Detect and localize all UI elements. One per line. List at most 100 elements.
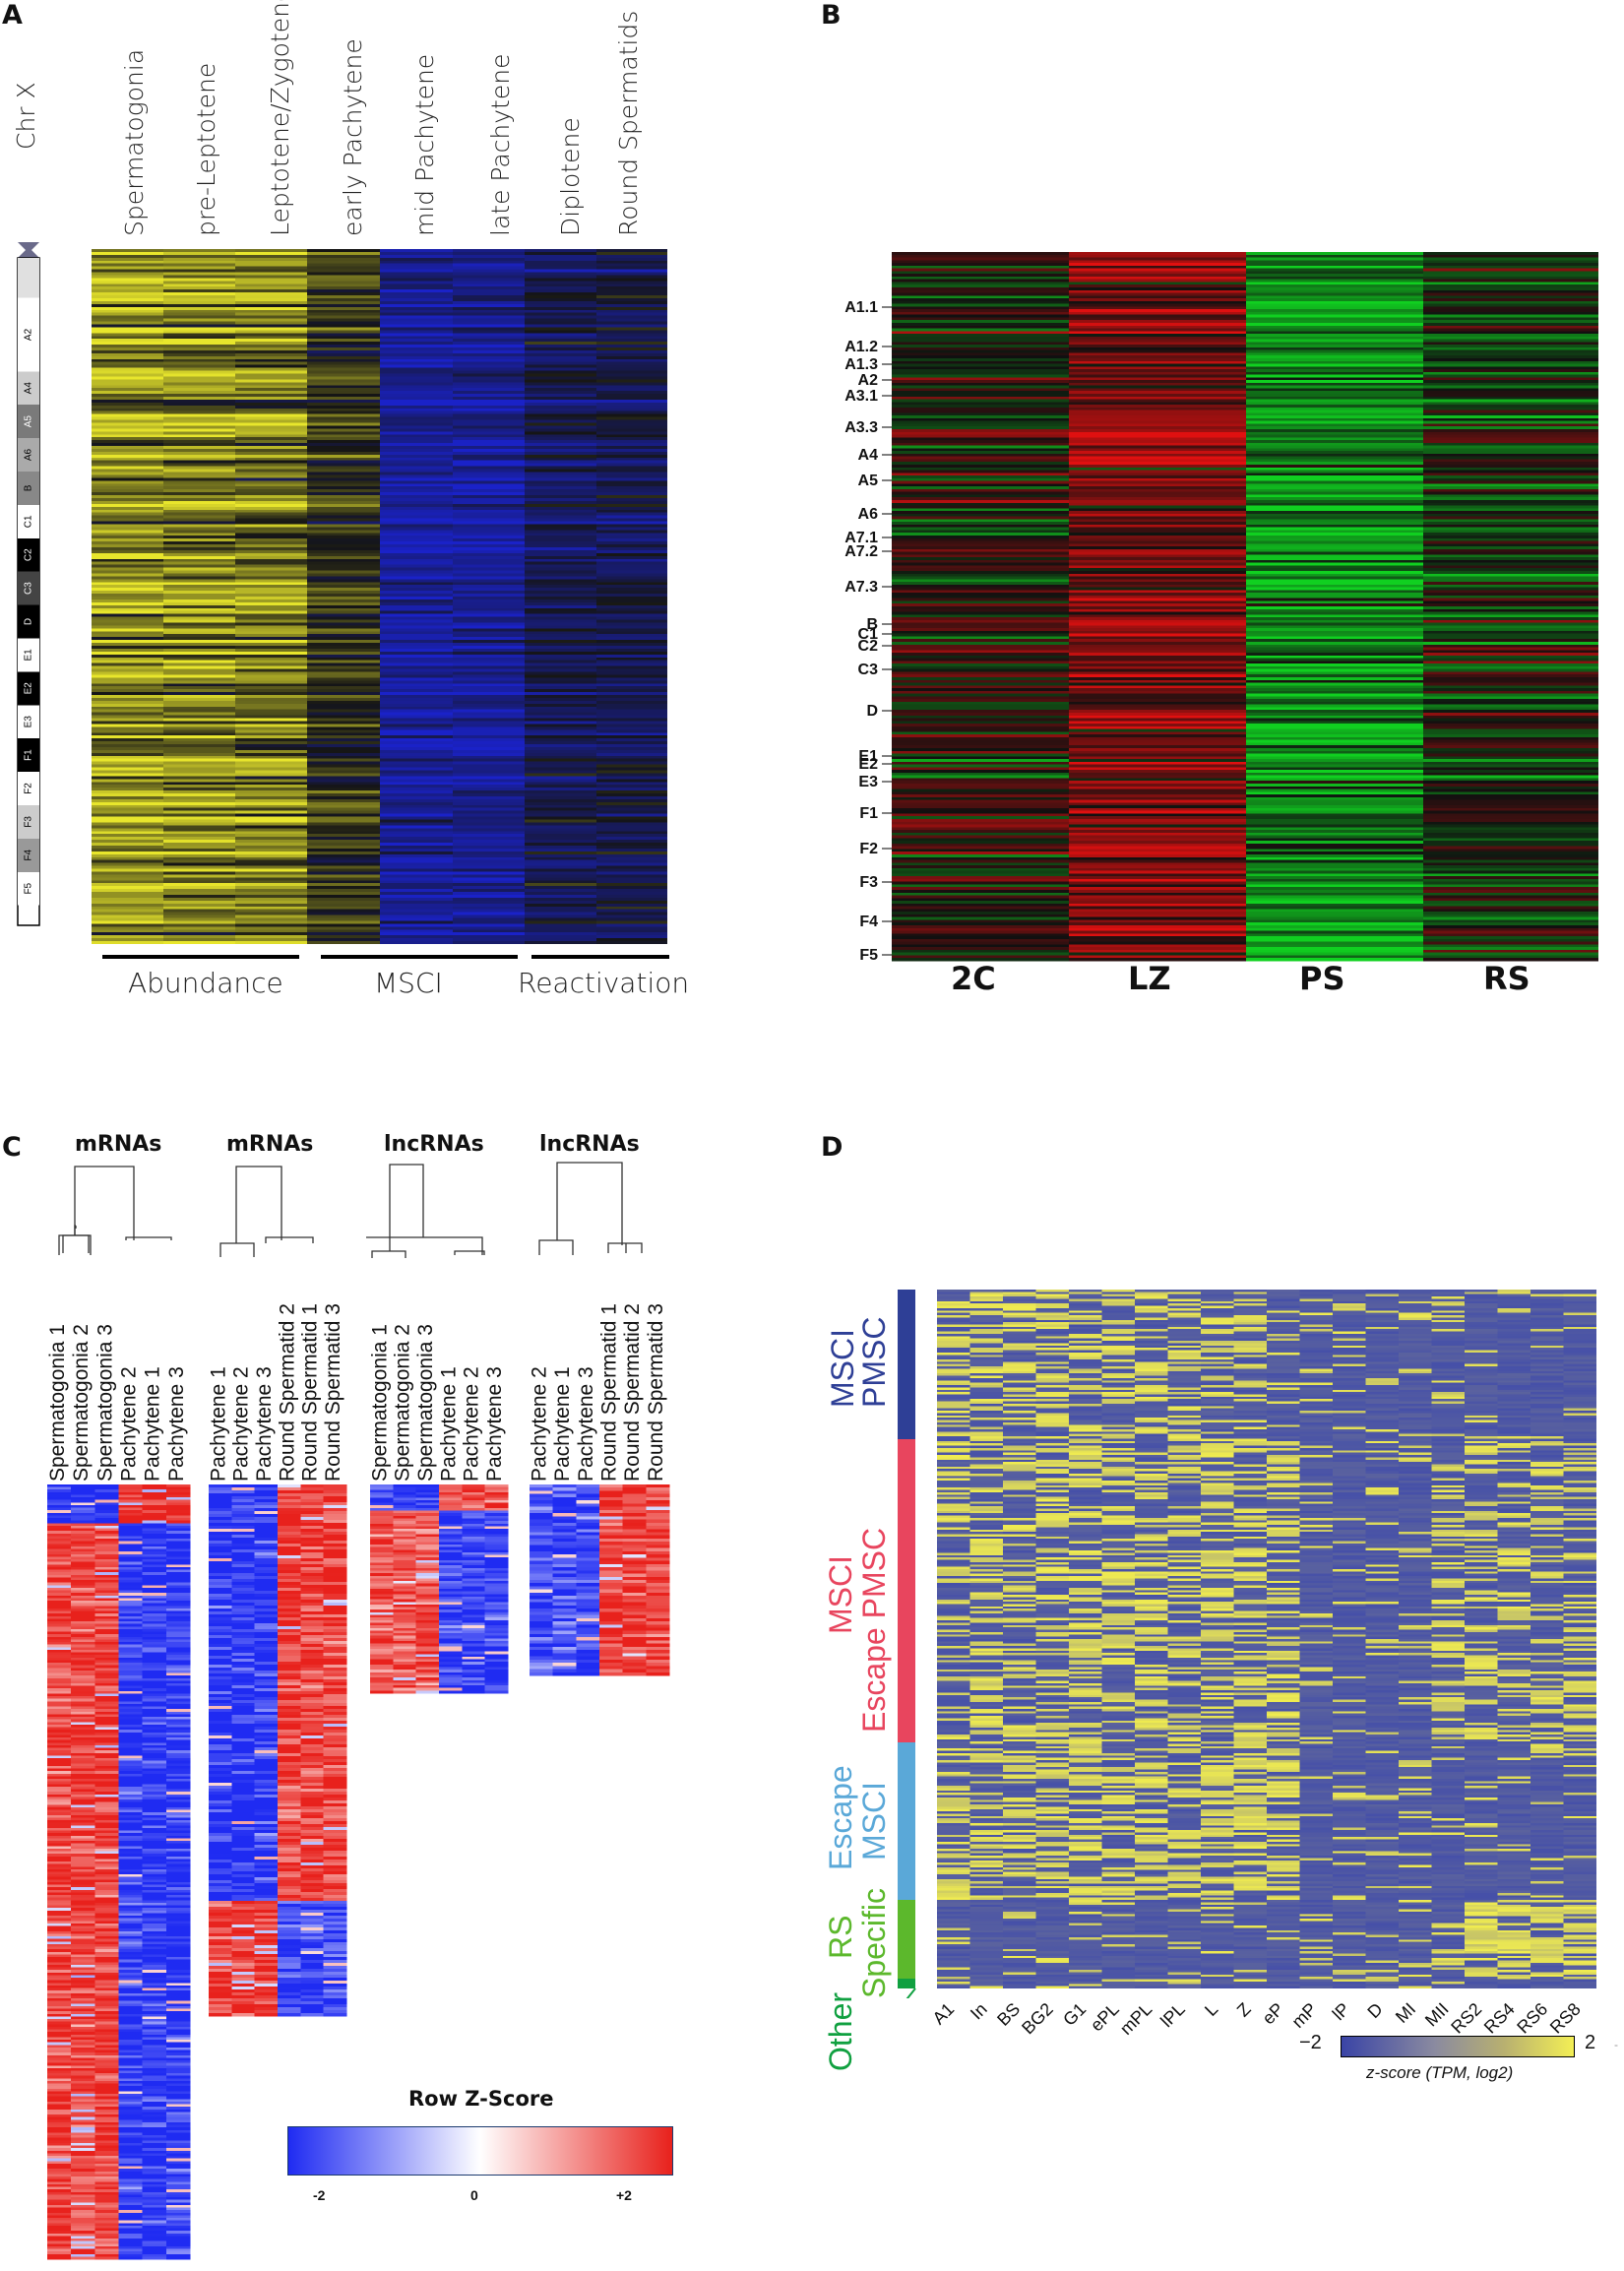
heatmap-c-cell bbox=[165, 1822, 191, 1826]
heatmap-a-cell bbox=[453, 413, 525, 418]
heatmap-b-cell bbox=[1069, 303, 1246, 307]
heatmap-c-cell bbox=[94, 1628, 119, 1633]
heatmap-c-cell bbox=[94, 1936, 119, 1940]
heatmap-a-cell bbox=[163, 558, 235, 563]
heatmap-b-cell bbox=[1069, 284, 1246, 288]
heatmap-a-cell bbox=[92, 579, 163, 583]
heatmap-a-cell bbox=[92, 278, 163, 282]
heatmap-a-cell bbox=[307, 466, 380, 471]
heatmap-a-cell bbox=[92, 527, 163, 531]
heatmap-a-cell bbox=[235, 567, 307, 572]
heatmap-a-cell bbox=[380, 735, 453, 739]
heatmap-a-cell bbox=[92, 379, 163, 383]
heatmap-a-cell bbox=[596, 776, 667, 780]
heatmap-b-cell bbox=[892, 363, 1069, 367]
heatmap-c-cell bbox=[165, 2189, 191, 2193]
heatmap-a-cell bbox=[453, 886, 525, 890]
heatmap-c-cell bbox=[231, 1529, 256, 1533]
heatmap-b-cell bbox=[1423, 750, 1598, 755]
heatmap-b-cell bbox=[892, 562, 1069, 567]
heatmap-a-cell bbox=[163, 729, 235, 733]
heatmap-c-cell bbox=[71, 2176, 95, 2180]
heatmap-c-cell bbox=[94, 1970, 119, 1974]
b-row-label: A7.2 bbox=[844, 543, 878, 560]
heatmap-b-cell bbox=[1246, 260, 1423, 264]
heatmap-c-cell bbox=[165, 2116, 191, 2120]
heatmap-b-cell bbox=[892, 513, 1069, 518]
heatmap-c-cell bbox=[165, 1908, 191, 1912]
heatmap-a-cell bbox=[525, 497, 596, 502]
heatmap-b-cell bbox=[892, 279, 1069, 284]
heatmap-b-cell bbox=[1069, 366, 1246, 370]
heatmap-a-cell bbox=[307, 402, 380, 407]
heatmap-c-cell bbox=[142, 2156, 167, 2160]
heatmap-b-cell bbox=[1069, 325, 1246, 330]
heatmap-a-cell bbox=[92, 318, 163, 323]
heatmap-b-cell bbox=[1423, 862, 1598, 866]
heatmap-a-cell bbox=[92, 732, 163, 736]
b-row-label: F3 bbox=[859, 874, 878, 891]
heatmap-b-cell bbox=[1069, 533, 1246, 536]
heatmap-c-cell bbox=[142, 1569, 167, 1573]
heatmap-c-cell bbox=[165, 1709, 191, 1713]
heatmap-a-cell bbox=[307, 813, 380, 818]
heatmap-b-cell bbox=[892, 955, 1069, 959]
heatmap-a-cell bbox=[235, 533, 307, 536]
heatmap-a-cell bbox=[380, 573, 453, 578]
heatmap-a-cell bbox=[525, 749, 596, 754]
heatmap-a-cell bbox=[453, 269, 525, 274]
heatmap-a-cell bbox=[380, 558, 453, 563]
heatmap-b-cell bbox=[1423, 537, 1598, 542]
panel-label-a: A bbox=[2, 0, 23, 31]
heatmap-c-cell bbox=[165, 1564, 191, 1568]
heatmap-c-cell bbox=[94, 1792, 119, 1796]
heatmap-b-cell bbox=[1069, 614, 1246, 618]
heatmap-c-cell bbox=[165, 1970, 191, 1974]
heatmap-c-cell bbox=[94, 1916, 119, 1920]
heatmap-a-cell bbox=[453, 585, 525, 589]
heatmap-c-cell bbox=[165, 1881, 191, 1886]
heatmap-c-cell bbox=[71, 1598, 95, 1602]
heatmap-a-cell bbox=[307, 637, 380, 641]
heatmap-b-cell bbox=[1069, 636, 1246, 640]
heatmap-b-cell bbox=[1069, 671, 1246, 675]
heatmap-a-cell bbox=[307, 749, 380, 754]
heatmap-b-cell bbox=[892, 718, 1069, 722]
heatmap-c-cell bbox=[94, 2070, 119, 2074]
heatmap-a-cell bbox=[307, 665, 380, 670]
heatmap-c-cell bbox=[47, 1987, 72, 1991]
heatmap-c-cell bbox=[165, 2207, 191, 2211]
heatmap-c-cell bbox=[142, 1776, 167, 1780]
heatmap-c-cell bbox=[47, 2003, 72, 2007]
heatmap-a-cell bbox=[380, 671, 453, 676]
heatmap-c-cell bbox=[94, 1975, 119, 1979]
heatmap-a-cell bbox=[307, 601, 380, 606]
heatmap-b-cell bbox=[1069, 260, 1246, 264]
heatmap-c-cell bbox=[47, 1806, 72, 1811]
heatmap-c-cell bbox=[47, 2104, 72, 2108]
heatmap-c-cell bbox=[71, 2137, 95, 2141]
heatmap-b-cell bbox=[1423, 394, 1598, 398]
heatmap-a-cell bbox=[453, 480, 525, 484]
heatmap-a-cell bbox=[380, 347, 453, 351]
heatmap-c-cell bbox=[118, 2119, 144, 2123]
heatmap-b-cell bbox=[1246, 268, 1423, 272]
heatmap-a-cell bbox=[596, 518, 667, 523]
heatmap-c-cell bbox=[165, 1497, 191, 1501]
heatmap-c-cell bbox=[118, 1670, 144, 1674]
heatmap-a-cell bbox=[92, 385, 163, 389]
heatmap-b-cell bbox=[892, 399, 1069, 403]
heatmap-b-cell bbox=[892, 958, 1069, 962]
heatmap-c-cell bbox=[47, 1601, 72, 1605]
heatmap-c-cell bbox=[94, 1559, 119, 1563]
heatmap-c-cell bbox=[47, 1998, 72, 2002]
heatmap-a-cell bbox=[92, 469, 163, 473]
b-row-label: E2 bbox=[858, 756, 878, 773]
heatmap-a-cell bbox=[307, 744, 380, 748]
heatmap-b-cell bbox=[1069, 298, 1246, 302]
heatmap-c-cell bbox=[94, 2050, 119, 2053]
heatmap-b-cell bbox=[892, 849, 1069, 852]
heatmap-a-cell bbox=[92, 549, 163, 554]
heatmap-c-cell bbox=[71, 2067, 95, 2072]
heatmap-c-cell bbox=[142, 1628, 167, 1633]
